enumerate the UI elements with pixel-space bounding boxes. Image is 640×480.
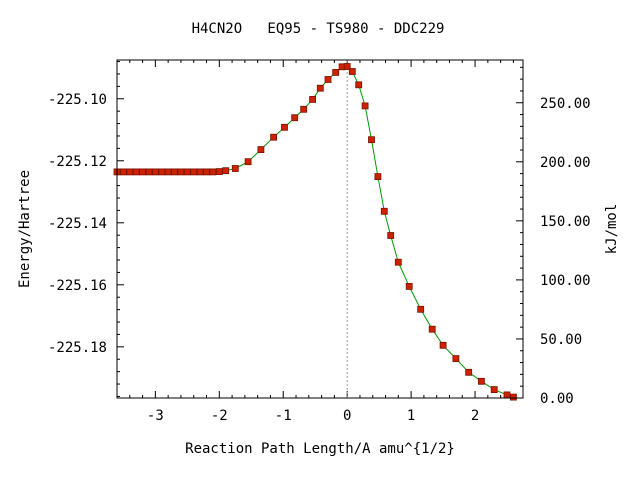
data-point: [196, 168, 204, 176]
data-point: [203, 168, 210, 176]
data-point: [439, 341, 447, 349]
data-point: [209, 168, 217, 176]
data-point: [139, 168, 147, 176]
x-tick-label: -2: [211, 408, 228, 424]
right-tick-label: 50.00: [540, 332, 582, 348]
data-point: [405, 282, 413, 290]
data-point: [380, 207, 388, 215]
data-point: [309, 96, 317, 103]
x-tick-label: -1: [275, 408, 292, 424]
data-point: [324, 76, 332, 83]
y-tick-label: -225.12: [48, 154, 107, 170]
data-point: [177, 168, 185, 176]
data-point: [332, 69, 340, 76]
data-point: [361, 102, 369, 110]
data-point: [348, 68, 356, 75]
data-point: [231, 165, 239, 172]
data-point: [394, 258, 402, 266]
data-point: [281, 123, 288, 131]
data-point: [183, 168, 191, 176]
series-line: [117, 65, 514, 398]
data-point: [222, 167, 230, 175]
right-tick-label: 0.00: [540, 391, 574, 407]
x-axis-label: Reaction Path Length/A amu^{1/2}: [185, 441, 455, 457]
y-tick-label: -225.10: [48, 92, 107, 108]
data-point: [428, 325, 436, 333]
data-point: [190, 168, 198, 176]
data-point: [316, 84, 324, 92]
data-point: [164, 168, 172, 176]
data-point: [120, 168, 127, 176]
data-point: [291, 114, 299, 122]
data-point: [417, 305, 425, 313]
data-point: [300, 105, 308, 113]
data-point: [452, 355, 460, 363]
data-point: [387, 232, 395, 239]
x-tick-label: 0: [343, 408, 351, 424]
right-tick-label: 150.00: [540, 214, 591, 230]
data-point: [368, 136, 375, 144]
data-point: [270, 133, 278, 141]
right-tick-label: 100.00: [540, 273, 591, 289]
x-tick-label: -3: [147, 408, 164, 424]
data-point: [158, 168, 166, 176]
x-tick-label: 2: [471, 408, 479, 424]
data-point: [343, 63, 351, 70]
right-tick-label: 250.00: [540, 96, 591, 112]
y-axis-label: Energy/Hartree: [17, 170, 33, 288]
right-axis-label: kJ/mol: [604, 204, 620, 255]
data-point: [244, 158, 252, 166]
y-tick-label: -225.18: [48, 340, 107, 356]
data-point: [145, 168, 153, 176]
y-tick-label: -225.14: [48, 216, 107, 232]
data-point: [171, 168, 178, 176]
data-point: [465, 368, 473, 376]
data-point: [126, 168, 134, 176]
chart-title: H4CN2O EQ95 - TS980 - DDC229: [192, 21, 445, 37]
x-tick-label: 1: [407, 408, 415, 424]
right-tick-label: 200.00: [540, 155, 591, 171]
data-point: [509, 393, 517, 401]
data-point: [132, 168, 140, 176]
data-point: [151, 168, 159, 176]
data-point: [490, 386, 498, 394]
plot-frame: [116, 59, 524, 399]
data-point: [374, 173, 382, 181]
data-point: [215, 168, 223, 176]
data-point: [355, 81, 363, 89]
data-point: [477, 377, 485, 385]
data-point: [257, 146, 265, 154]
data-point: [503, 391, 511, 399]
y-tick-label: -225.16: [48, 278, 107, 294]
